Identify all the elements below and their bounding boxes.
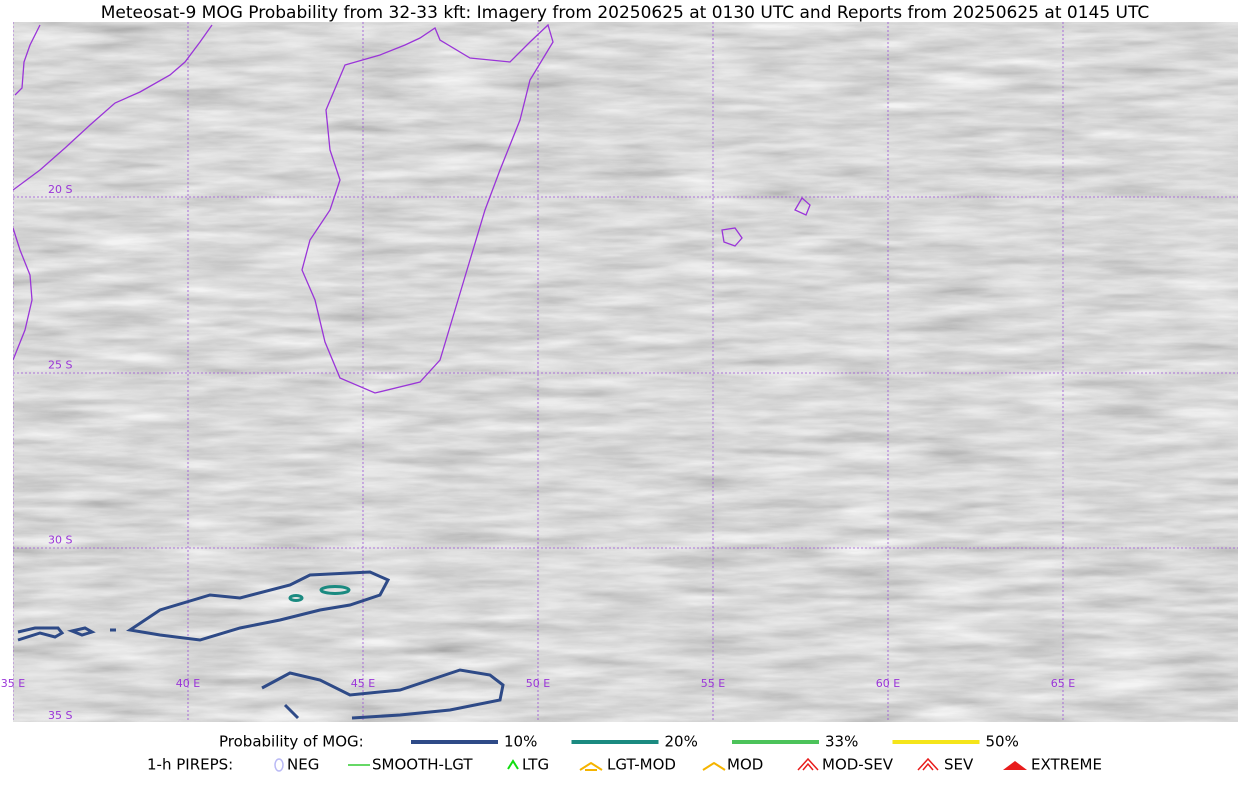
longitude-label: 45 E bbox=[351, 677, 375, 690]
pirep-icon bbox=[1003, 761, 1027, 770]
pirep-icon bbox=[917, 757, 939, 771]
pirep-icon bbox=[274, 758, 284, 772]
pirep-icon bbox=[702, 761, 726, 771]
longitude-label: 55 E bbox=[701, 677, 725, 690]
mog-legend: Probability of MOG: 10% 20% 33% 50% bbox=[219, 733, 1019, 751]
latitude-label: 35 S bbox=[48, 709, 72, 722]
legend-label: 50% bbox=[986, 733, 1019, 751]
graticule-labels: 20 S 25 S 30 S 35 S bbox=[48, 183, 72, 722]
pirep-label: LGT-MOD bbox=[607, 756, 676, 774]
latitude-label: 30 S bbox=[48, 534, 72, 547]
longitude-label: 60 E bbox=[876, 677, 900, 690]
map: 20 S 25 S 30 S 35 S bbox=[13, 22, 1238, 722]
pirep-icon bbox=[797, 757, 819, 771]
pirep-label: LTG bbox=[522, 756, 549, 774]
mog-contours bbox=[17, 570, 505, 720]
legend-title: Probability of MOG: bbox=[219, 733, 364, 751]
title: Meteosat-9 MOG Probability from 32-33 kf… bbox=[101, 3, 1150, 23]
imagery-texture bbox=[13, 22, 1238, 722]
longitude-label: 40 E bbox=[176, 677, 200, 690]
pirep-icon bbox=[507, 759, 519, 770]
longitude-labels: 35 E 40 E 45 E 50 E 55 E 60 E 65 E bbox=[1, 677, 1075, 690]
pirep-legend: 1-h PIREPS: NEG SMOOTH-LGT LTG LGT-MOD MOD MO… bbox=[147, 756, 1102, 774]
coastlines bbox=[13, 23, 811, 394]
pirep-label: SMOOTH-LGT bbox=[372, 756, 473, 774]
longitude-label: 50 E bbox=[526, 677, 550, 690]
pirep-label: MOD-SEV bbox=[822, 756, 894, 774]
legend-label: 10% bbox=[504, 733, 537, 751]
latitude-label: 20 S bbox=[48, 183, 72, 196]
pirep-icon bbox=[579, 761, 603, 771]
legend-label: 20% bbox=[665, 733, 698, 751]
pirep-label: EXTREME bbox=[1031, 756, 1102, 774]
pirep-label: SEV bbox=[944, 756, 974, 774]
pirep-title: 1-h PIREPS: bbox=[147, 756, 233, 774]
pirep-label: MOD bbox=[727, 756, 763, 774]
longitude-label: 65 E bbox=[1051, 677, 1075, 690]
longitude-label: 35 E bbox=[1, 677, 25, 690]
latitude-label: 25 S bbox=[48, 358, 72, 371]
pirep-label: NEG bbox=[287, 756, 319, 774]
legend-label: 33% bbox=[825, 733, 858, 751]
graticule bbox=[13, 22, 1238, 722]
